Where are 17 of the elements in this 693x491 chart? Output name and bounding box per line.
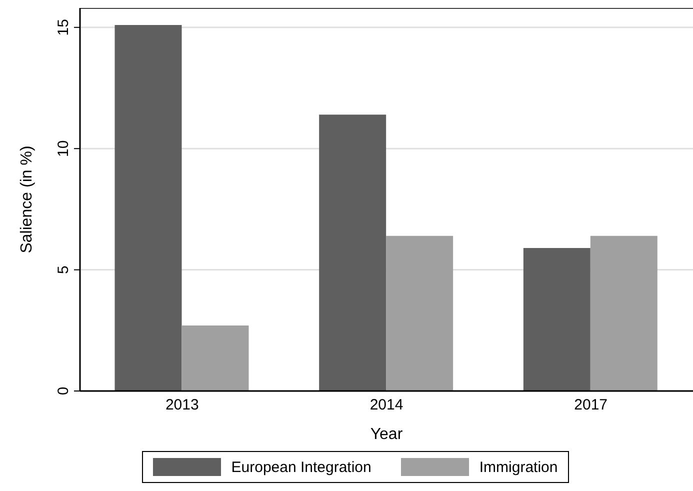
- bar: [319, 114, 386, 391]
- y-tick-label: 15: [55, 19, 72, 36]
- legend-label: Immigration: [479, 458, 558, 476]
- bar: [386, 236, 454, 391]
- y-tick-label: 5: [55, 266, 72, 274]
- y-axis-title: Salience (in %): [18, 146, 36, 254]
- bar: [523, 248, 590, 391]
- y-tick-label: 10: [55, 140, 72, 157]
- x-axis-title: Year: [370, 426, 404, 443]
- bar: [182, 326, 249, 391]
- x-tick-label: 2013: [165, 396, 199, 414]
- x-tick-label: 2014: [370, 396, 404, 414]
- y-tick-label: 0: [55, 386, 72, 396]
- bar: [114, 24, 182, 391]
- legend-label: European Integration: [231, 458, 372, 476]
- x-tick-label: 2017: [574, 396, 608, 414]
- bar: [590, 236, 658, 391]
